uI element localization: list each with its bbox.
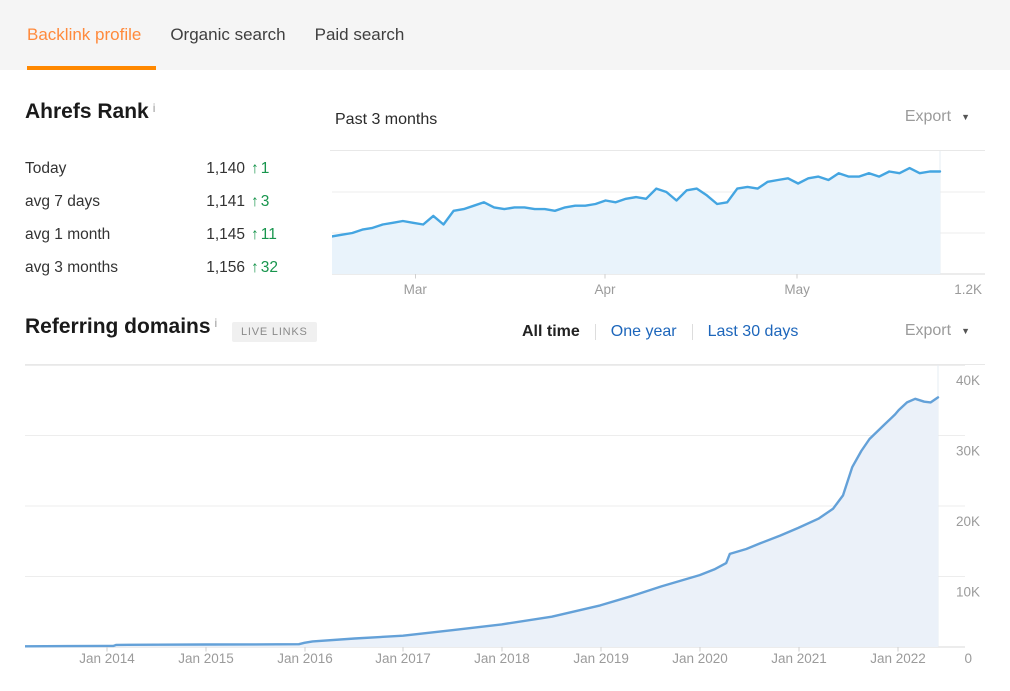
chevron-down-icon: ▼ [961,111,970,122]
svg-text:Jan 2017: Jan 2017 [375,651,431,666]
range-option-one-year[interactable]: One year [610,323,677,340]
rank-row-label: avg 1 month [25,225,111,243]
rank-row-label: avg 3 months [25,258,119,276]
rank-row-delta: ↑ 3 [245,193,269,211]
svg-text:10K: 10K [956,585,980,600]
export-label: Export [904,322,952,339]
referring-domains-title: Referring domains i [25,315,217,339]
svg-text:Jan 2020: Jan 2020 [672,651,728,666]
info-icon[interactable]: i [214,316,218,330]
svg-text:20K: 20K [956,514,980,529]
up-arrow-icon: ↑ [251,225,259,243]
rank-row-value: 1,156 [206,258,245,276]
info-icon[interactable]: i [152,101,156,115]
svg-text:Jan 2019: Jan 2019 [573,651,629,666]
tab-backlink-profile[interactable]: Backlink profile [27,25,142,44]
rank-delta-value: 11 [260,225,277,243]
rank-row-value: 1,140 [206,159,245,177]
up-arrow-icon: ↑ [251,159,259,177]
ahrefs-rank-title: Ahrefs Rank i [25,100,155,124]
live-links-badge: LIVE LINKS [232,322,317,342]
rank-chart-export-button[interactable]: Export ▼ [905,108,970,126]
export-label: Export [904,108,952,125]
table-row: avg 3 months 1,156 ↑ 32 [25,251,325,284]
ahrefs-rank-trend-chart: Mar Apr May 1.2K [332,151,985,297]
svg-text:Jan 2021: Jan 2021 [771,651,827,666]
svg-text:Jan 2018: Jan 2018 [474,651,530,666]
up-arrow-icon: ↑ [251,192,259,210]
report-tabbar: Backlink profile Organic search Paid sea… [0,0,1010,70]
ahrefs-rank-table: Today 1,140 ↑ 1 avg 7 days 1,141 ↑ 3 avg 1… [25,152,325,284]
tab-paid-search[interactable]: Paid search [314,25,405,44]
svg-text:Mar: Mar [404,282,428,297]
rank-row-label: avg 7 days [25,192,100,210]
up-arrow-icon: ↑ [251,258,259,276]
date-range-selector: All time One year Last 30 days [522,323,798,341]
rank-delta-value: 1 [260,159,270,177]
rank-row-delta: ↑ 11 [245,226,277,244]
svg-text:30K: 30K [956,444,980,459]
chevron-down-icon: ▼ [961,325,970,336]
svg-text:May: May [784,282,810,297]
range-option-last-30-days[interactable]: Last 30 days [707,323,799,340]
report-tabs: Backlink profile Organic search Paid sea… [0,0,1010,70]
svg-text:0: 0 [964,651,972,666]
svg-text:Jan 2014: Jan 2014 [79,651,135,666]
table-row: avg 1 month 1,145 ↑ 11 [25,218,325,251]
svg-text:Apr: Apr [594,282,616,297]
separator [691,324,693,340]
rank-delta-value: 32 [260,258,278,276]
referring-domains-chart: Jan 2014 Jan 2015 Jan 2016 Jan 2017 Jan 2018… [25,365,980,666]
separator [594,324,596,340]
ahrefs-rank-title-text: Ahrefs Rank [25,100,149,123]
rank-row-label: Today [25,159,67,177]
svg-text:Jan 2016: Jan 2016 [277,651,333,666]
rank-row-value: 1,145 [206,225,245,243]
tab-organic-search[interactable]: Organic search [170,25,286,44]
table-row: avg 7 days 1,141 ↑ 3 [25,185,325,218]
svg-text:Jan 2022: Jan 2022 [870,651,926,666]
active-tab-underline [27,66,156,70]
referring-domains-export-button[interactable]: Export ▼ [905,322,970,340]
svg-text:1.2K: 1.2K [954,282,982,297]
svg-text:40K: 40K [956,373,980,388]
rank-delta-value: 3 [260,192,270,210]
rank-row-delta: ↑ 32 [245,259,278,277]
rank-row-delta: ↑ 1 [245,160,269,178]
range-option-all-time[interactable]: All time [522,323,580,340]
rank-chart-period-label: Past 3 months [335,111,438,128]
rank-row-value: 1,141 [206,192,245,210]
referring-panel-divider [25,364,985,365]
referring-domains-title-text: Referring domains [25,315,211,338]
rank-panel-divider [330,150,985,151]
svg-text:Jan 2015: Jan 2015 [178,651,234,666]
table-row: Today 1,140 ↑ 1 [25,152,325,185]
